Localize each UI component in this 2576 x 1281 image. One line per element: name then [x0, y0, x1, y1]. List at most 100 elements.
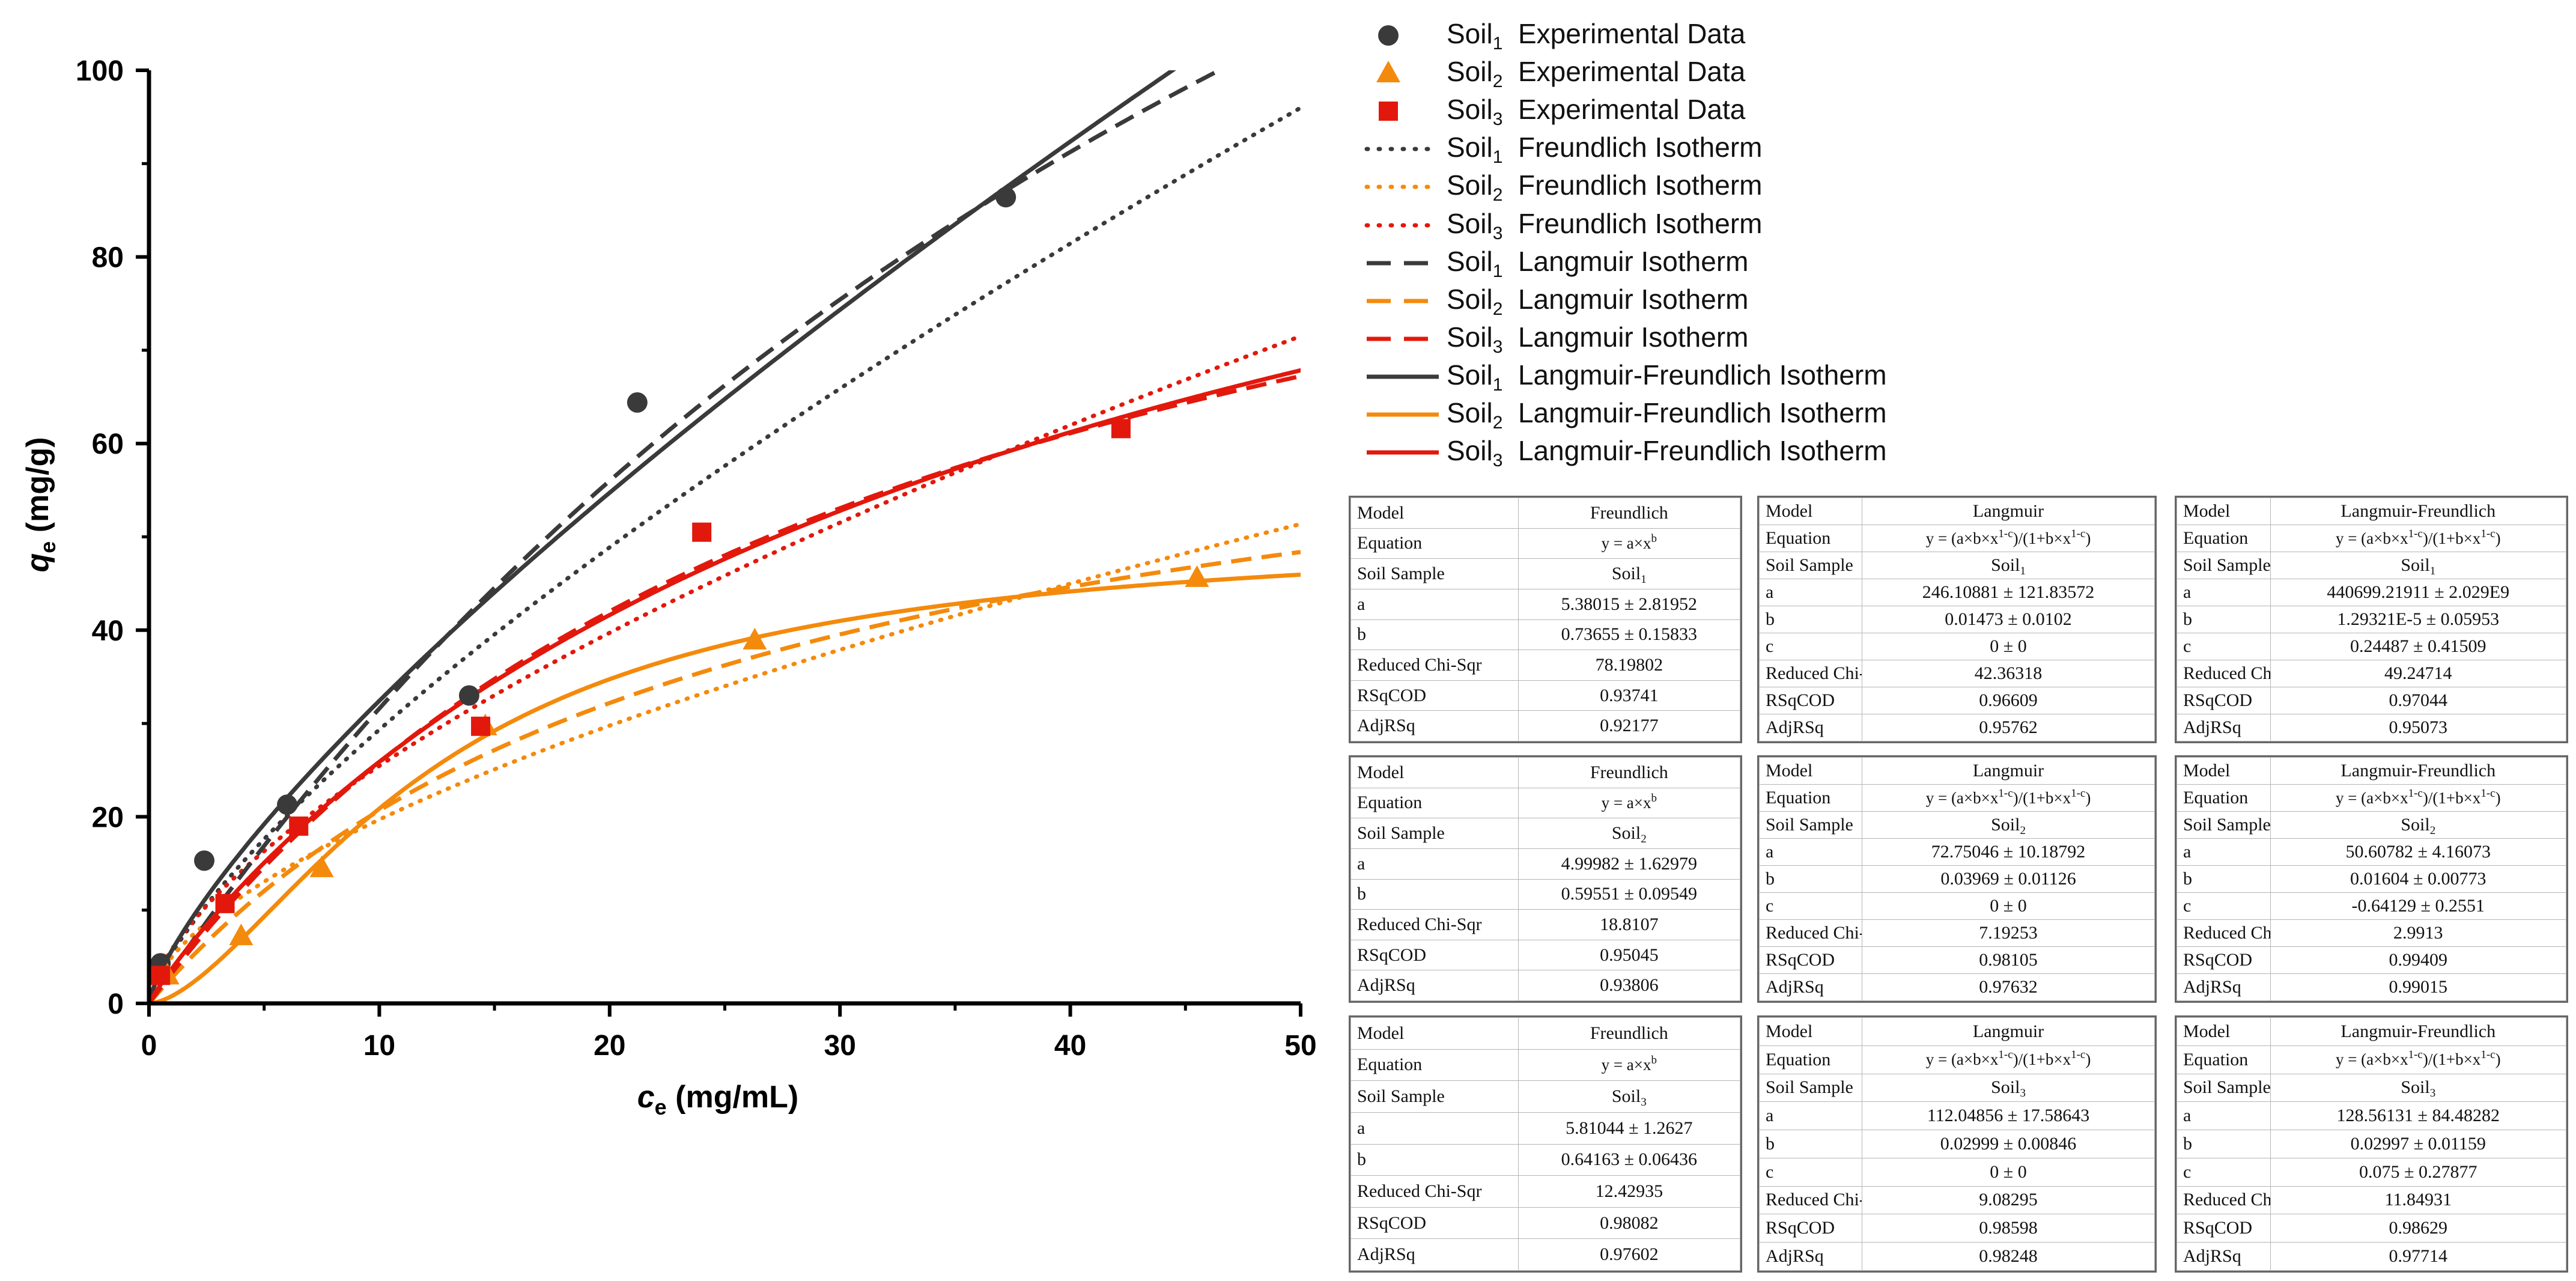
table-row: RSqCOD 0.93741 — [1350, 680, 1741, 711]
table-row: RSqCOD 0.98598 — [1758, 1214, 2155, 1243]
table-row: AdjRSq 0.98248 — [1758, 1242, 2155, 1271]
table-row: b 0.01604 ± 0.00773 — [2177, 865, 2567, 893]
table-row: b 0.73655 ± 0.15833 — [1350, 619, 1741, 651]
legend-symbol-svg — [1378, 25, 1399, 46]
table-row: Equation y = a×xb — [1350, 1048, 1741, 1082]
table-row: RSqCOD 0.99409 — [2177, 946, 2567, 974]
legend-symbol-svg — [1367, 261, 1439, 266]
legend-symbol — [1364, 434, 1442, 472]
table-row: AdjRSq 0.97632 — [1758, 973, 2155, 1001]
legend-item: Soil2 Freundlich Isotherm — [1364, 168, 1887, 206]
legend-label: Soil2 Experimental Data — [1447, 56, 1746, 92]
x-tick-label: 50 — [1284, 1030, 1316, 1062]
table-row: Model Langmuir — [1758, 1017, 2155, 1046]
table-freundlich-soil1: Model Freundlich Equation y = a×xb Soil Sa… — [1349, 496, 1742, 743]
y-tick-label: 20 — [92, 802, 124, 833]
table-row: Reduced Chi-S49.24714 — [2177, 660, 2567, 687]
soil3-point — [692, 522, 712, 542]
curve-soil1-langmuir-freundlich-isotherm — [149, 70, 1176, 1003]
table-row: b 0.02997 ± 0.01159 — [2177, 1130, 2567, 1158]
legend-item: Soil3 Experimental Data — [1364, 93, 1887, 130]
table-row: a 128.56131 ± 84.48282 — [2177, 1101, 2567, 1131]
table-row: b 0.59551 ± 0.09549 — [1350, 878, 1741, 910]
table-langmuir-freundlich-soil3: Model Langmuir-Freundlich Equation y = (a×… — [2175, 1015, 2568, 1273]
x-tick-label: 0 — [141, 1030, 157, 1062]
legend-item: Soil2 Langmuir-Freundlich Isotherm — [1364, 396, 1887, 434]
equation-langmuir-freundlich: y = (a×b×x1-c)/(1+b×x1-c) — [2270, 784, 2567, 812]
x-tick-label: 30 — [824, 1030, 856, 1062]
table-row: Model Langmuir — [1758, 757, 2155, 785]
x-axis-title: ce (mg/mL) — [637, 1080, 798, 1119]
table-row: Equation y = a×xb — [1350, 787, 1741, 819]
legend-symbol — [1364, 245, 1442, 282]
legend-item: Soil3 Freundlich Isotherm — [1364, 206, 1887, 244]
table-row: AdjRSq 0.95073 — [2177, 714, 2567, 741]
table-row: Soil Sample Soil3 — [2177, 1073, 2567, 1103]
table-langmuir-freundlich-soil2: Model Langmuir-Freundlich Equation y = (a×… — [2175, 755, 2568, 1003]
table-row: a 112.04856 ± 17.58643 — [1758, 1101, 2155, 1131]
table-row: AdjRSq 0.97714 — [2177, 1242, 2567, 1271]
table-row: a 50.60782 ± 4.16073 — [2177, 838, 2567, 866]
legend: Soil1 Experimental Data Soil2 Experimenta… — [1364, 17, 1887, 472]
table-freundlich-soil2: Model Freundlich Equation y = a×xb Soil Sa… — [1349, 755, 1742, 1003]
soil3-point — [215, 893, 235, 913]
table-row: Reduced Chi-Sqr 18.8107 — [1350, 909, 1741, 940]
legend-label: Soil1 Freundlich Isotherm — [1447, 132, 1763, 168]
isotherm-chart: 0 10 20 30 40 50 0 20 40 60 80 100 qe (mg/g) ce (mg… — [20, 55, 1317, 1119]
table-langmuir-soil1: Model Langmuir Equation y = (a×b×x1-c)/(1+… — [1757, 496, 2157, 743]
legend-symbol — [1364, 207, 1442, 245]
legend-symbol-svg — [1364, 147, 1441, 151]
legend-label: Soil1 Langmuir Isotherm — [1447, 245, 1749, 281]
legend-symbol — [1364, 93, 1442, 130]
soil2-point — [229, 923, 254, 946]
equation-langmuir: y = (a×b×x1-c)/(1+b×x1-c) — [1862, 525, 2155, 552]
equation-langmuir-freundlich: y = (a×b×x1-c)/(1+b×x1-c) — [2270, 1045, 2567, 1074]
table-row: Reduced Chi-Sq42.36318 — [1758, 660, 2155, 687]
axes: 0 10 20 30 40 50 0 20 40 60 80 100 — [76, 55, 1317, 1062]
model-curves — [149, 70, 1301, 1003]
legend-symbol-svg — [1367, 336, 1439, 341]
table-row: Model Langmuir — [1758, 497, 2155, 525]
table-row: Reduced Chi-Sq7.19253 — [1758, 919, 2155, 947]
table-freundlich-soil3: Model Freundlich Equation y = a×xb Soil Sa… — [1349, 1015, 1742, 1273]
legend-symbol — [1364, 282, 1442, 320]
legend-item: Soil1 Experimental Data — [1364, 17, 1887, 55]
legend-label: Soil2 Langmuir-Freundlich Isotherm — [1447, 397, 1887, 433]
legend-label: Soil1 Langmuir-Freundlich Isotherm — [1447, 359, 1887, 395]
equation-freundlich: y = a×xb — [1517, 1048, 1741, 1082]
table-row: a 5.81044 ± 1.2627 — [1350, 1112, 1741, 1145]
y-tick-label: 0 — [108, 988, 124, 1020]
table-row: Equation y = (a×b×x1-c)/(1+b×x1-c) — [2177, 784, 2567, 812]
table-row: Reduced Chi-Sqr 78.19802 — [1350, 650, 1741, 681]
table-row: Soil Sample Soil3 — [1758, 1073, 2155, 1103]
soil1-point — [627, 392, 648, 413]
table-row: AdjRSq 0.92177 — [1350, 710, 1741, 741]
table-row: b 0.02999 ± 0.00846 — [1758, 1130, 2155, 1158]
table-row: Soil Sample Soil2 — [1350, 818, 1741, 849]
soil3-point — [289, 816, 309, 836]
table-row: Soil Sample Soil1 — [1758, 552, 2155, 579]
soil3-point — [151, 966, 171, 985]
table-row: Equation y = (a×b×x1-c)/(1+b×x1-c) — [2177, 525, 2567, 552]
curve-soil3-langmuir-isotherm — [149, 374, 1301, 1003]
legend-marker — [1378, 25, 1399, 46]
table-row: AdjRSq 0.97602 — [1350, 1238, 1741, 1271]
legend-symbol — [1364, 55, 1442, 93]
soil1-point — [995, 187, 1016, 208]
table-langmuir-freundlich-soil1: Model Langmuir-Freundlich Equation y = (a×… — [2175, 496, 2568, 743]
legend-item: Soil3 Langmuir Isotherm — [1364, 320, 1887, 358]
x-tick-label: 40 — [1054, 1030, 1086, 1062]
table-row: Soil Sample Soil2 — [1758, 811, 2155, 839]
table-row: AdjRSq 0.93806 — [1350, 970, 1741, 1001]
equation-langmuir: y = (a×b×x1-c)/(1+b×x1-c) — [1862, 1045, 2155, 1074]
legend-label: Soil1 Experimental Data — [1447, 18, 1746, 54]
legend-item: Soil1 Langmuir-Freundlich Isotherm — [1364, 358, 1887, 396]
legend-item: Soil1 Langmuir Isotherm — [1364, 245, 1887, 282]
table-row: Equation y = (a×b×x1-c)/(1+b×x1-c) — [1758, 525, 2155, 552]
table-row: a 246.10881 ± 121.83572 — [1758, 579, 2155, 606]
table-row: RSqCOD 0.98105 — [1758, 946, 2155, 974]
table-row: Reduced Chi-Sq2.9913 — [2177, 919, 2567, 947]
